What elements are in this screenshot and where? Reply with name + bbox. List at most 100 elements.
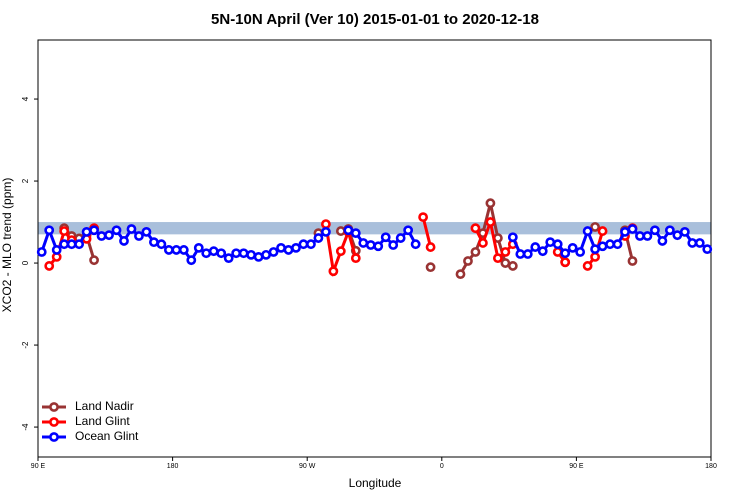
- data-point: [96, 231, 107, 241]
- legend-label: Ocean Glint: [75, 429, 139, 443]
- data-point: [380, 232, 391, 243]
- legend-marker: [49, 417, 59, 427]
- data-point: [201, 248, 212, 259]
- data-point: [560, 257, 571, 268]
- data-point: [455, 269, 466, 280]
- legend-label: Land Nadir: [75, 399, 134, 413]
- data-point: [567, 242, 578, 253]
- data-point: [261, 249, 271, 260]
- data-point: [178, 245, 189, 255]
- data-point: [246, 249, 257, 260]
- data-point: [620, 226, 630, 237]
- data-point: [238, 248, 249, 259]
- data-point: [418, 212, 429, 223]
- data-point: [89, 225, 99, 236]
- x-tick-label: 90 E: [31, 463, 46, 470]
- data-point: [590, 252, 600, 262]
- data-point: [276, 242, 286, 253]
- data-point: [335, 226, 346, 236]
- x-tick-label: 180: [705, 463, 717, 470]
- data-point: [111, 225, 122, 236]
- data-point: [470, 223, 481, 234]
- data-point: [560, 248, 571, 259]
- x-axis-label: Longitude: [349, 476, 402, 490]
- y-tick-label: 0: [21, 260, 30, 265]
- data-point: [373, 241, 384, 252]
- x-tick-label: 90 W: [299, 463, 316, 470]
- data-point: [223, 253, 234, 264]
- data-point: [575, 247, 586, 257]
- data-point: [208, 246, 219, 257]
- data-point: [507, 261, 518, 271]
- data-point: [365, 240, 376, 250]
- chart-title: 5N-10N April (Ver 10) 2015-01-01 to 2020…: [211, 11, 539, 28]
- data-point: [36, 247, 47, 257]
- data-point: [687, 238, 698, 248]
- data-point: [679, 226, 690, 237]
- x-tick-label: 90 E: [569, 463, 584, 470]
- data-point: [470, 247, 481, 257]
- data-point: [635, 231, 645, 241]
- data-point: [149, 237, 159, 248]
- data-point: [463, 256, 473, 266]
- data-point: [81, 226, 92, 237]
- data-point: [530, 242, 541, 252]
- data-point: [410, 239, 421, 250]
- data-point: [425, 262, 436, 273]
- legend-marker: [49, 402, 59, 412]
- data-point: [590, 222, 600, 232]
- y-axis-label: XCO2 - MLO trend (ppm): [0, 178, 14, 313]
- data-point: [664, 225, 675, 236]
- data-point: [350, 228, 361, 239]
- legend-marker: [49, 432, 59, 442]
- data-point: [171, 245, 182, 255]
- data-point: [350, 253, 361, 264]
- reference-band: [38, 222, 711, 235]
- data-point: [320, 226, 331, 237]
- data-point: [231, 248, 242, 259]
- data-point: [134, 231, 144, 241]
- data-point: [672, 230, 683, 241]
- data-point: [193, 242, 204, 253]
- data-point: [627, 224, 638, 234]
- data-point: [642, 231, 653, 241]
- data-point: [291, 242, 301, 253]
- data-point: [141, 226, 152, 237]
- data-point: [403, 225, 414, 236]
- data-point: [657, 236, 668, 246]
- data-point: [126, 224, 137, 234]
- data-point: [335, 246, 346, 257]
- y-tick-label: 4: [21, 96, 30, 101]
- y-tick-label: -2: [21, 341, 30, 349]
- data-point: [59, 239, 70, 250]
- data-point: [320, 219, 331, 230]
- data-point: [590, 244, 600, 255]
- data-point: [51, 245, 62, 255]
- data-point: [163, 245, 174, 255]
- data-point: [478, 238, 488, 248]
- data-point: [306, 239, 316, 250]
- legend-label: Land Glint: [75, 414, 130, 428]
- data-point: [425, 242, 436, 252]
- data-point: [89, 255, 99, 266]
- data-point: [545, 237, 556, 248]
- data-point: [627, 256, 638, 266]
- x-tick-label: 0: [440, 463, 444, 470]
- data-point: [515, 249, 526, 259]
- data-point: [605, 239, 615, 250]
- x-tick-label: 180: [167, 463, 179, 470]
- data-point: [343, 225, 354, 236]
- data-point: [186, 255, 197, 266]
- data-point: [485, 217, 496, 227]
- data-point: [597, 226, 608, 236]
- data-point: [702, 244, 713, 255]
- data-point: [313, 233, 324, 243]
- data-point: [552, 239, 563, 250]
- data-point: [388, 240, 399, 250]
- data-point: [612, 239, 623, 250]
- data-point: [500, 258, 511, 268]
- data-point: [522, 249, 533, 259]
- data-point: [298, 239, 309, 250]
